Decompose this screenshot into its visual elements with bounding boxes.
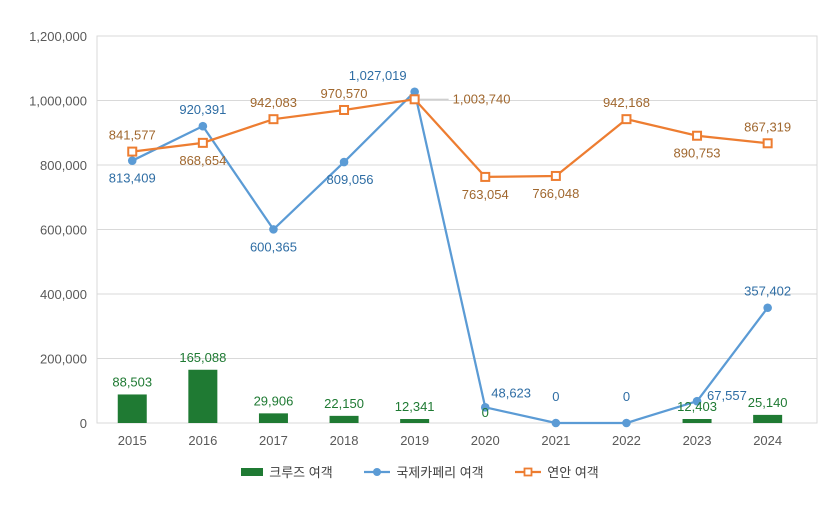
svg-text:868,654: 868,654 xyxy=(179,153,226,168)
svg-text:2015: 2015 xyxy=(118,433,147,448)
svg-text:600,365: 600,365 xyxy=(250,239,297,254)
svg-text:867,319: 867,319 xyxy=(744,119,791,134)
svg-text:970,570: 970,570 xyxy=(321,86,368,101)
svg-text:0: 0 xyxy=(623,389,630,404)
svg-text:2019: 2019 xyxy=(400,433,429,448)
svg-text:165,088: 165,088 xyxy=(179,350,226,365)
svg-text:813,409: 813,409 xyxy=(109,171,156,186)
svg-text:1,000,000: 1,000,000 xyxy=(29,94,87,109)
svg-text:22,150: 22,150 xyxy=(324,396,364,411)
svg-text:766,048: 766,048 xyxy=(532,186,579,201)
svg-text:29,906: 29,906 xyxy=(254,393,294,408)
svg-text:2017: 2017 xyxy=(259,433,288,448)
svg-text:890,753: 890,753 xyxy=(674,146,721,161)
svg-text:942,168: 942,168 xyxy=(603,95,650,110)
svg-text:841,577: 841,577 xyxy=(109,128,156,143)
svg-text:2024: 2024 xyxy=(753,433,782,448)
svg-text:2016: 2016 xyxy=(188,433,217,448)
svg-text:67,557: 67,557 xyxy=(707,388,747,403)
svg-text:25,140: 25,140 xyxy=(748,395,788,410)
svg-text:1,200,000: 1,200,000 xyxy=(29,29,87,44)
svg-text:600,000: 600,000 xyxy=(40,223,87,238)
svg-text:12,341: 12,341 xyxy=(395,399,435,414)
svg-text:357,402: 357,402 xyxy=(744,284,791,299)
svg-text:2018: 2018 xyxy=(330,433,359,448)
svg-text:2023: 2023 xyxy=(683,433,712,448)
svg-text:809,056: 809,056 xyxy=(327,172,374,187)
svg-text:0: 0 xyxy=(80,416,87,431)
svg-text:200,000: 200,000 xyxy=(40,352,87,367)
svg-text:942,083: 942,083 xyxy=(250,95,297,110)
svg-text:2020: 2020 xyxy=(471,433,500,448)
svg-text:2022: 2022 xyxy=(612,433,641,448)
svg-text:2021: 2021 xyxy=(541,433,570,448)
svg-text:0: 0 xyxy=(552,389,559,404)
svg-text:920,391: 920,391 xyxy=(179,102,226,117)
svg-text:0: 0 xyxy=(482,405,489,420)
svg-text:800,000: 800,000 xyxy=(40,158,87,173)
svg-text:88,503: 88,503 xyxy=(112,374,152,389)
svg-text:1,003,740: 1,003,740 xyxy=(453,91,511,106)
svg-text:763,054: 763,054 xyxy=(462,187,509,202)
svg-text:400,000: 400,000 xyxy=(40,287,87,302)
svg-text:48,623: 48,623 xyxy=(491,385,531,400)
svg-text:1,027,019: 1,027,019 xyxy=(349,68,407,83)
